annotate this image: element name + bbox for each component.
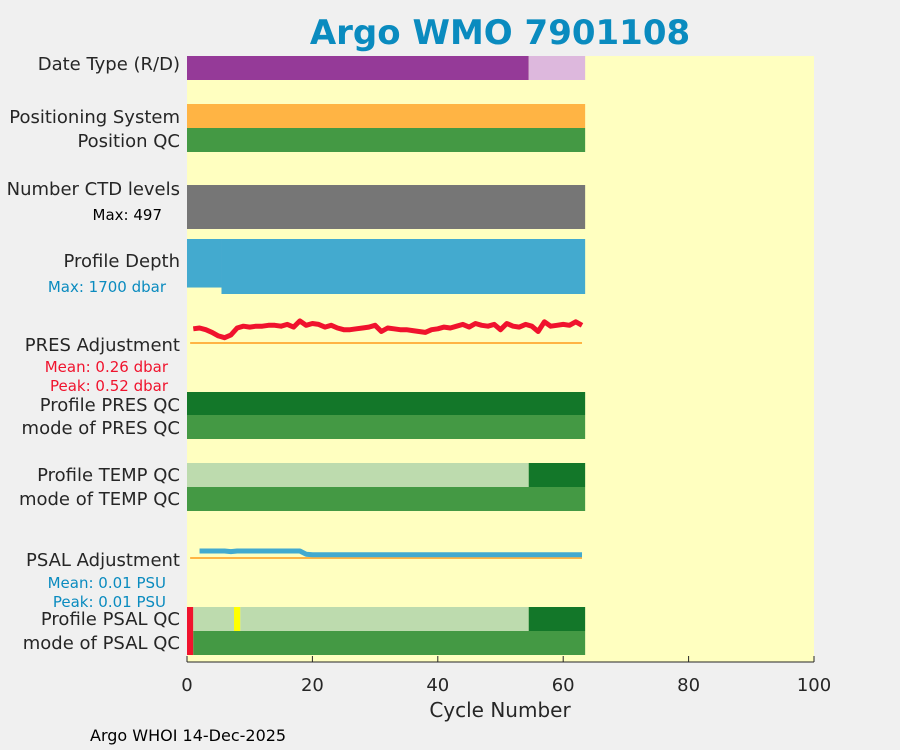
label-psal-mean: Mean: 0.01 PSU (48, 574, 166, 592)
footer-credit: Argo WHOI 14-Dec-2025 (90, 726, 286, 745)
label-psal-adjustment: PSAL Adjustment (26, 550, 180, 571)
bar-profile-psal-qc-seg-4 (528, 607, 586, 631)
label-position-qc: Position QC (77, 131, 180, 152)
x-tick-label: 20 (301, 675, 324, 696)
bar-profile-pres-qc-seg-0 (187, 392, 586, 415)
label-psal-peak: Peak: 0.01 PSU (53, 593, 166, 611)
bar-mode-psal-qc-seg-0 (187, 631, 194, 655)
label-positioning-system: Positioning System (9, 107, 180, 128)
bar-profile-psal-qc-seg-3 (240, 607, 529, 631)
bar-mode-psal-qc-seg-1 (193, 631, 586, 655)
bar-positioning-system-seg-0 (187, 104, 586, 128)
x-tick-label: 100 (797, 675, 831, 696)
plot-background (187, 56, 814, 662)
bar-mode-pres-qc-seg-0 (187, 415, 586, 439)
bar-mode-temp-qc-seg-0 (187, 487, 586, 511)
label-depth-max: Max: 1700 dbar (48, 278, 167, 296)
x-axis: 0 20 40 60 80 100 (181, 656, 831, 696)
label-profile-temp-qc: Profile TEMP QC (37, 465, 180, 486)
chart-title: Argo WMO 7901108 (310, 13, 690, 53)
label-mode-psal-qc: mode of PSAL QC (23, 633, 180, 654)
bar-profile-psal-qc-seg-2 (234, 607, 241, 631)
bar-date-type-seg-0 (187, 56, 529, 80)
x-tick-label: 0 (181, 675, 192, 696)
label-ctd-max: Max: 497 (93, 206, 162, 224)
bar-position-qc-seg-0 (187, 128, 586, 152)
series-pres-adjustment (192, 318, 584, 341)
label-pres-peak: Peak: 0.52 dbar (50, 377, 169, 395)
label-pres-adjustment: PRES Adjustment (25, 335, 180, 356)
x-axis-label: Cycle Number (429, 698, 571, 722)
label-date-type: Date Type (R/D) (38, 54, 180, 75)
label-profile-depth: Profile Depth (63, 251, 180, 272)
x-tick-label: 80 (677, 675, 700, 696)
x-tick-label: 60 (552, 675, 575, 696)
bar-profile-psal-qc-seg-0 (187, 607, 194, 631)
bar-profile-depth-early (187, 239, 222, 288)
bar-number-ctd-levels-seg-0 (187, 185, 586, 229)
series-psal-adjustment (199, 548, 583, 558)
label-number-ctd-levels: Number CTD levels (7, 179, 180, 200)
label-mode-pres-qc: mode of PRES QC (22, 418, 180, 439)
bar-date-type-seg-1 (528, 56, 586, 80)
bar-profile-temp-qc-seg-1 (528, 463, 586, 487)
bar-profile-depth-main (221, 239, 586, 294)
label-mode-temp-qc: mode of TEMP QC (19, 489, 180, 510)
bar-profile-temp-qc-seg-0 (187, 463, 529, 487)
label-profile-psal-qc: Profile PSAL QC (41, 609, 180, 630)
x-tick-label: 40 (426, 675, 449, 696)
chart-marks (187, 56, 586, 655)
label-pres-mean: Mean: 0.26 dbar (45, 358, 169, 376)
bar-profile-psal-qc-seg-1 (193, 607, 235, 631)
label-profile-pres-qc: Profile PRES QC (40, 395, 180, 416)
